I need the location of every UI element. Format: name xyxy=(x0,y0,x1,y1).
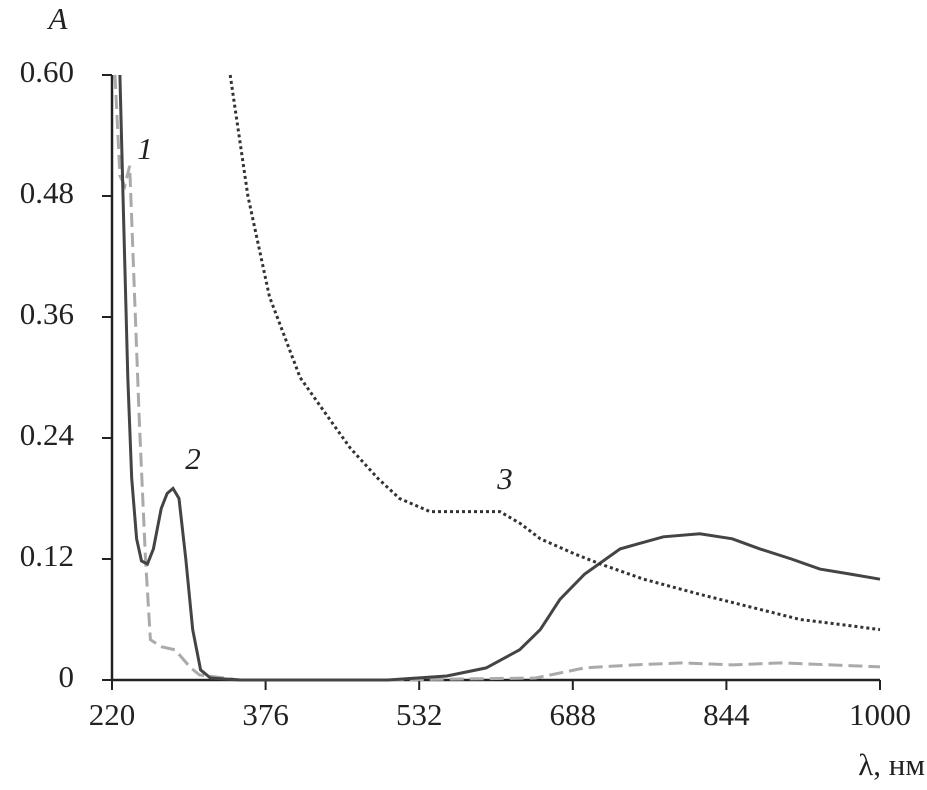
y-tick-label: 0.60 xyxy=(20,54,74,89)
series-label: 2 xyxy=(185,441,201,476)
y-tick-label: 0 xyxy=(59,659,75,694)
x-tick-label: 220 xyxy=(89,697,136,732)
series-line xyxy=(118,74,881,682)
x-tick-label: 376 xyxy=(242,697,289,732)
y-tick-label: 0.48 xyxy=(20,175,74,210)
series-label: 3 xyxy=(496,461,513,496)
y-tick-label: 0.24 xyxy=(20,417,75,452)
x-tick-label: 844 xyxy=(703,697,750,732)
series-line xyxy=(113,74,881,682)
x-tick-label: 688 xyxy=(550,697,597,732)
y-tick-label: 0.36 xyxy=(20,296,74,331)
x-axis-label: λ, нм xyxy=(858,747,925,782)
series-label: 1 xyxy=(137,131,153,166)
y-tick-label: 0.12 xyxy=(20,538,74,573)
x-tick-label: 532 xyxy=(396,697,443,732)
y-axis-label: A xyxy=(47,1,69,36)
x-tick-label: 1000 xyxy=(849,697,911,732)
series-line xyxy=(228,74,881,632)
